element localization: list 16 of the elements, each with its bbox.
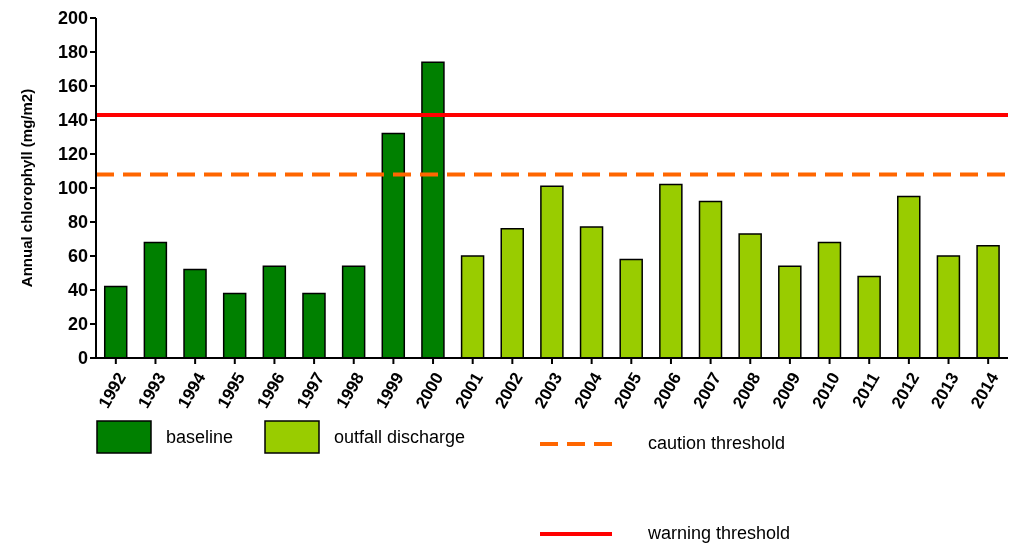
y-tick-label: 200 <box>57 8 88 29</box>
y-tick-label: 0 <box>77 348 88 369</box>
y-tick-label: 140 <box>57 110 88 131</box>
y-axis-title: Annual chlorophyll (mg/m2) <box>18 88 36 288</box>
y-tick-label: 40 <box>67 280 88 301</box>
y-tick-label: 60 <box>67 246 88 267</box>
y-tick-label: 80 <box>67 212 88 233</box>
legend-label: baseline <box>166 426 234 448</box>
legend-label: outfall discharge <box>334 426 466 448</box>
y-tick-label: 120 <box>57 144 88 165</box>
y-tick-label: 180 <box>57 42 88 63</box>
y-tick-label: 100 <box>57 178 88 199</box>
legend-label: caution threshold <box>648 433 786 454</box>
y-tick-label: 160 <box>57 76 88 97</box>
y-tick-label: 20 <box>67 314 88 335</box>
legend-label: warning threshold <box>648 523 791 543</box>
